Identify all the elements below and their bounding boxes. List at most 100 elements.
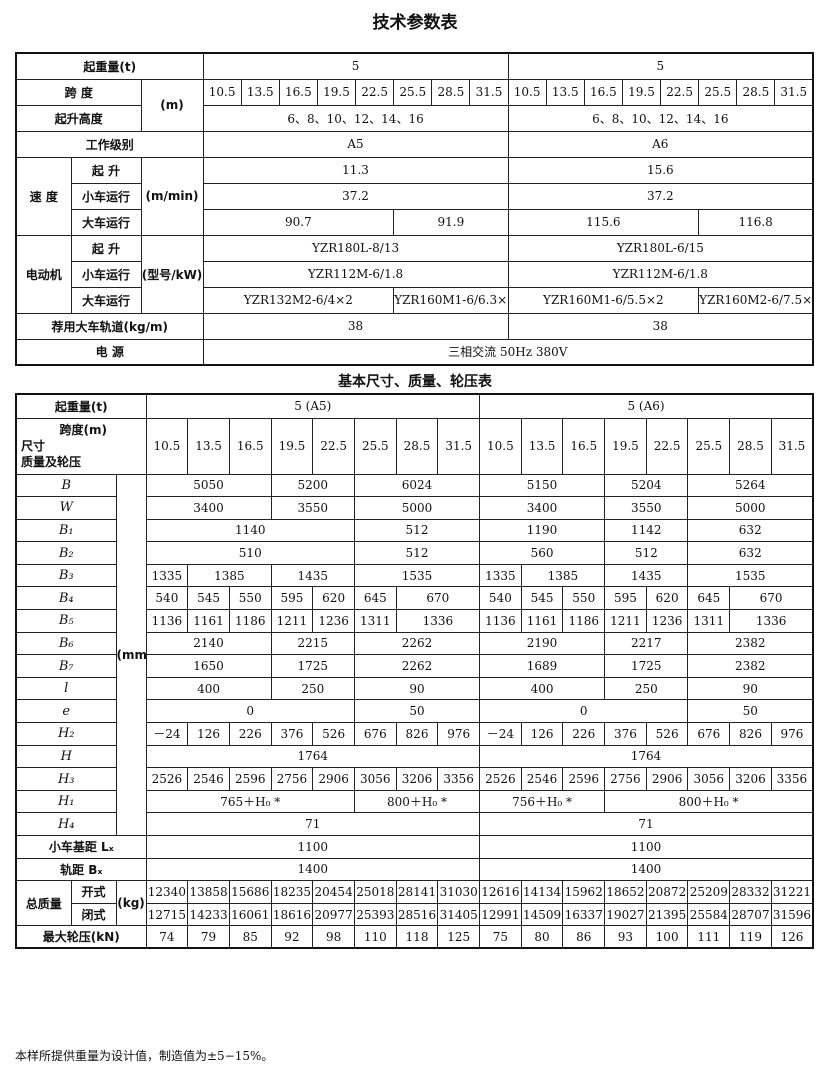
table-cell: 28516: [395, 902, 439, 927]
table-cell: 79: [187, 925, 230, 949]
row-label: e: [15, 699, 117, 724]
table-cell: 37.2: [202, 182, 509, 210]
row-label: B₄: [15, 586, 117, 611]
table-cell: 1236: [312, 609, 355, 633]
row-label: B₁: [15, 518, 117, 543]
table-cell: 10.5: [507, 78, 547, 106]
table-cell: 526: [645, 722, 689, 746]
row-label: H₁: [15, 789, 117, 814]
table-cell: 670: [729, 586, 814, 611]
row-label: H₃: [15, 767, 117, 791]
table-cell: 1136: [479, 609, 522, 633]
row-label: H₄: [15, 812, 117, 836]
row-label: 起重量(t): [15, 52, 204, 80]
table-cell: 545: [520, 586, 564, 611]
table-cell: YZR160M2-6/7.5×2: [698, 286, 814, 314]
table-cell: 510: [145, 541, 355, 565]
table-cell: 5200: [270, 473, 355, 498]
table-cell: 765＋H₀ *: [145, 789, 355, 814]
table-cell: 5 (A5): [145, 393, 481, 419]
table-cell: 2217: [604, 631, 689, 656]
table-cell: 2756: [270, 767, 314, 791]
row-label: 大车运行: [70, 286, 142, 314]
table-cell: 1764: [479, 744, 814, 769]
table-row: 电动机起 升 (型号/kW) YZR180L-8/13 YZR180L-6/15: [15, 234, 814, 314]
table-cell: 5: [202, 52, 509, 80]
table-cell: 540: [145, 586, 189, 611]
row-label: 跨 度: [15, 78, 142, 106]
table-cell: 28.5: [395, 417, 439, 475]
row-label: B₆: [15, 631, 117, 656]
row-label: 跨度(m) 尺寸 质量及轮压: [15, 417, 147, 475]
table-row: H₃ 2526 2546 2596 2756 2906 3056 3206 3356 2526 25…: [15, 767, 814, 791]
table-cell: 560: [479, 541, 606, 565]
table-cell: 1236: [645, 609, 689, 633]
table-cell: 28332: [729, 880, 772, 904]
table-cell: YZR180L-6/15: [507, 234, 814, 262]
table-cell: 25.5: [698, 78, 738, 106]
table-cell: 3206: [729, 767, 772, 791]
table-cell: 1100: [145, 835, 481, 859]
table-cell: 38: [202, 312, 509, 340]
row-label: (型号/kW): [140, 234, 204, 314]
table-cell: 800＋H₀ *: [353, 789, 481, 814]
table-cell: 3550: [604, 496, 689, 520]
table-cell: 3356: [437, 767, 481, 791]
table-cell: 75: [479, 925, 522, 949]
table-cell: 1335: [145, 563, 189, 588]
table-cell: 25018: [353, 880, 397, 904]
table-cell: 10.5: [202, 78, 242, 106]
table-cell: 116.8: [698, 208, 814, 236]
table-cell: 15.6: [507, 156, 814, 184]
table-cell: 115.6: [507, 208, 700, 236]
row-label: 小车运行: [70, 260, 142, 288]
table-cell: YZR180L-8/13: [202, 234, 509, 262]
table-cell: 1385: [187, 563, 272, 588]
table-cell: 71: [145, 812, 481, 836]
table-cell: 5150: [479, 473, 606, 498]
table-cell: 2526: [145, 767, 189, 791]
table-cell: 0: [479, 699, 689, 724]
header-text: 尺寸: [21, 439, 46, 453]
table-cell: 16.5: [583, 78, 623, 106]
table-cell: 1725: [604, 654, 689, 678]
table-cell: 1186: [228, 609, 272, 633]
row-label: 起 升: [70, 156, 142, 184]
table-cell: 37.2: [507, 182, 814, 210]
table-cell: 28.5: [431, 78, 471, 106]
table-row: H₂ －24 126 226 376 526 676 826 976 －24 126 226 376 52…: [15, 722, 814, 746]
page-title: 技术参数表: [372, 13, 458, 33]
table-cell: 2262: [353, 654, 481, 678]
row-label: (m/min): [140, 156, 204, 236]
table-cell: 119: [729, 925, 772, 949]
table-cell: 16061: [228, 902, 272, 927]
row-label: 起 升: [70, 234, 142, 262]
table-cell: 400: [479, 676, 606, 701]
table-cell: 28141: [395, 880, 439, 904]
table-cell: 670: [395, 586, 481, 611]
table-cell: 12340: [145, 880, 189, 904]
table-cell: 19.5: [621, 78, 662, 106]
table-cell: 676: [353, 722, 397, 746]
table-cell: 31.5: [774, 78, 814, 106]
table-cell: 1689: [479, 654, 606, 678]
table-cell: 38: [507, 312, 814, 340]
dimension-table: 起重量(t) 5 (A5) 5 (A6) 跨度(m) 尺寸 质量及轮压 10.5 13.5 16…: [15, 393, 815, 950]
table-cell: 6024: [353, 473, 481, 498]
table-cell: 31.5: [469, 78, 509, 106]
table-cell: 1535: [353, 563, 481, 588]
row-label: 轨距 Bₓ: [15, 857, 147, 882]
table-cell: 1435: [604, 563, 689, 588]
table-row: B₅ 1136 1161 1186 1211 1236 1311 1336 1136 1161 11…: [15, 609, 814, 633]
table-cell: 15686: [228, 880, 272, 904]
table-cell: A6: [507, 130, 814, 158]
table-cell: 1186: [562, 609, 606, 633]
table-cell: 1211: [270, 609, 314, 633]
table-cell: 31.5: [770, 417, 814, 475]
table-cell: 3056: [687, 767, 731, 791]
table-cell: 620: [312, 586, 355, 611]
table-cell: 1764: [145, 744, 481, 769]
table-cell: 31.5: [437, 417, 481, 475]
table-cell: 12715: [145, 902, 189, 927]
table-cell: 1400: [145, 857, 481, 882]
